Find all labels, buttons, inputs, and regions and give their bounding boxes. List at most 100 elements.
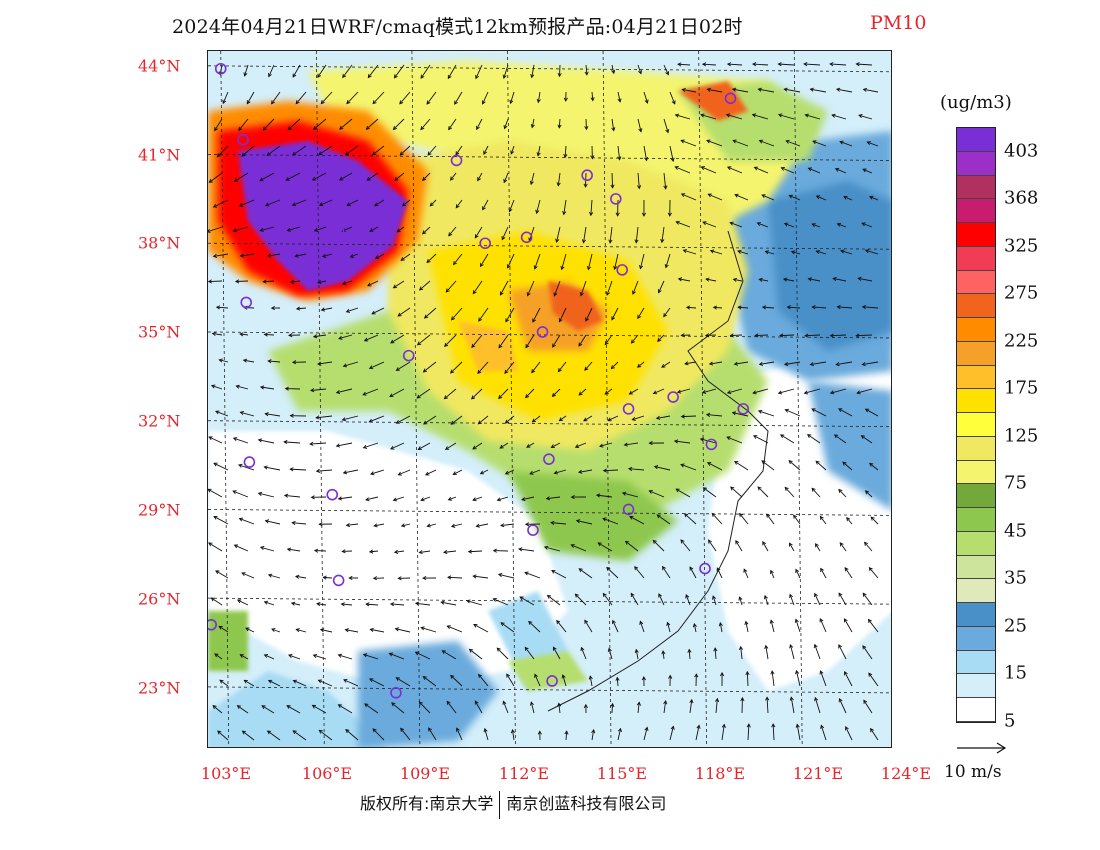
city-station-marker[interactable] (699, 562, 711, 575)
legend-swatch (957, 531, 995, 556)
city-station-marker[interactable] (520, 231, 533, 244)
legend-swatch (957, 674, 995, 699)
wind-arrow-head (706, 462, 712, 466)
city-station-marker[interactable] (402, 349, 415, 362)
wind-arrow (425, 469, 437, 476)
city-station-marker[interactable] (622, 503, 635, 516)
wind-arrow-head (270, 305, 275, 311)
city-station-marker[interactable] (332, 574, 345, 587)
wind-arrow-head (604, 390, 609, 395)
wind-arrow (474, 700, 483, 714)
city-station-marker[interactable] (240, 296, 253, 309)
wind-arrow-head (503, 124, 508, 130)
city-station-marker[interactable] (705, 438, 718, 451)
city-station-marker[interactable] (616, 264, 628, 276)
wind-arrow-head (819, 617, 824, 623)
wind-arrow (474, 226, 483, 239)
wind-arrow-head (863, 699, 868, 704)
wind-arrow (271, 628, 281, 633)
wind-arrow (528, 226, 535, 242)
city-station-marker[interactable] (610, 193, 622, 205)
city-station-marker[interactable] (543, 453, 555, 465)
wind-arrow (531, 64, 535, 78)
wind-arrow (708, 193, 723, 201)
wind-arrow-head (318, 151, 323, 156)
wind-arrow-head (367, 282, 372, 287)
wind-arrow (480, 253, 489, 267)
wind-arrow (790, 644, 795, 660)
city-station-marker[interactable] (479, 237, 491, 250)
wind-arrow-head (420, 126, 425, 131)
city-station-marker[interactable] (208, 618, 217, 631)
city-station-marker[interactable] (581, 169, 593, 182)
wind-arrow (727, 166, 743, 174)
wind-arrow (575, 593, 587, 606)
wind-arrow (366, 172, 379, 181)
wind-arrow (400, 253, 411, 261)
wind-arrow (260, 226, 275, 232)
wind-arrow-head (479, 470, 485, 475)
wind-arrow (295, 91, 307, 104)
wind-arrow (415, 602, 431, 606)
wind-arrow-head (259, 546, 265, 551)
wind-arrow-head (267, 359, 272, 364)
city-station-marker[interactable] (527, 524, 539, 536)
wind-arrow-head (212, 203, 218, 208)
wind-arrow-head (335, 443, 341, 448)
wind-arrow (810, 361, 827, 366)
city-station-marker[interactable] (667, 391, 679, 403)
wind-arrow (482, 91, 489, 105)
city-station-marker[interactable] (724, 92, 737, 105)
wind-arrow (631, 334, 639, 344)
wind-arrow (734, 361, 749, 365)
legend-label: 275 (1004, 282, 1039, 304)
city-station-marker[interactable] (243, 456, 256, 468)
pm10-map[interactable] (207, 50, 892, 748)
wind-arrow (702, 221, 717, 228)
wind-arrow-head (348, 575, 353, 581)
wind-arrow (429, 199, 437, 207)
city-station-marker[interactable] (737, 403, 750, 415)
wind-arrow-head (395, 419, 400, 424)
wind-arrow (537, 145, 541, 156)
wind-arrow (478, 415, 489, 425)
city-station-marker[interactable] (390, 687, 402, 699)
wind-arrow-head (811, 223, 816, 227)
wind-arrow (796, 724, 801, 741)
wind-arrow (653, 388, 665, 394)
wind-arrow (607, 415, 619, 421)
city-station-marker[interactable] (214, 62, 227, 75)
wind-arrow-head (839, 140, 844, 145)
wind-arrow-head (232, 490, 237, 495)
wind-arrow (476, 118, 483, 130)
city-station-marker[interactable] (326, 488, 339, 501)
wind-arrow-head (536, 152, 541, 157)
city-station-marker[interactable] (622, 403, 635, 415)
city-station-marker[interactable] (332, 225, 345, 238)
wind-arrow-head (765, 696, 770, 701)
wind-arrow (833, 278, 847, 282)
wind-arrow-head (673, 439, 679, 444)
wind-arrow (815, 543, 821, 552)
wind-arrow-head (483, 150, 487, 155)
wind-arrow (483, 145, 489, 155)
wind-arrow-head (369, 228, 374, 232)
city-station-marker[interactable] (536, 326, 549, 338)
wind-arrow (213, 253, 229, 257)
wind-arrow-head (263, 465, 268, 470)
copyright-divider (499, 790, 501, 819)
wind-arrow (596, 494, 613, 498)
wind-arrow-head (477, 420, 482, 425)
wind-arrow-head (785, 139, 790, 144)
wind-arrow-head (295, 628, 300, 633)
city-station-marker[interactable] (546, 675, 558, 687)
city-station-marker[interactable] (450, 154, 463, 167)
wind-arrow (518, 548, 535, 552)
wind-arrow (805, 334, 821, 337)
wind-arrow (730, 222, 743, 228)
wind-arrow-head (397, 471, 402, 476)
wind-arrow (734, 194, 749, 201)
wind-arrow (745, 621, 749, 633)
city-station-marker[interactable] (237, 133, 249, 146)
lon-label-118: 118°E (694, 764, 746, 783)
